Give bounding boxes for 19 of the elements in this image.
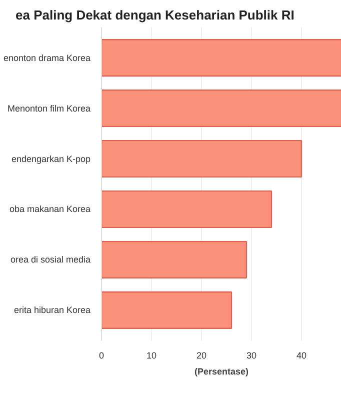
x-axis-title: (Persentase) [194,366,249,376]
x-tick-label: 0 [98,350,104,360]
bar [102,190,272,228]
bar [102,291,232,329]
y-tick-label: oba makanan Korea [9,204,91,214]
bar [102,90,341,128]
y-tick-label: enonton drama Korea [3,52,90,63]
y-tick-label: endengarkan K-pop [11,154,90,164]
bar [102,240,248,278]
x-tick-label: 10 [146,350,157,360]
bar [102,39,341,77]
chart-title: ea Paling Dekat dengan Keseharian Publik RI [16,8,294,22]
y-tick-label: orea di sosial media [10,254,91,265]
bar [102,140,302,178]
y-tick-label: Menonton film Korea [7,103,91,114]
x-tick-label: 30 [246,350,257,360]
x-tick-label: 40 [296,350,307,360]
y-tick-label: erita hiburan Korea [14,305,91,316]
x-tick-label: 20 [196,350,207,360]
